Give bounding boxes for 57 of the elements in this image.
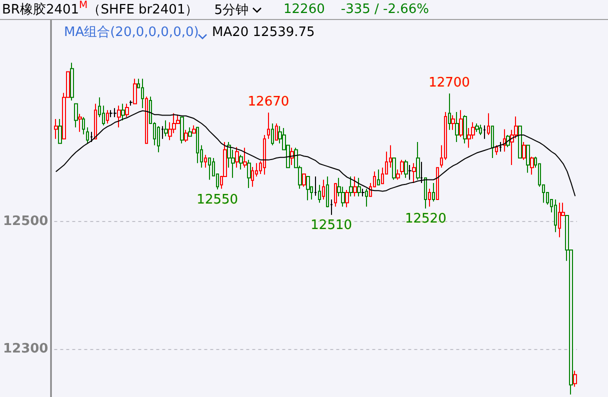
candlestick	[161, 126, 164, 140]
y-tick-label: 12500	[2, 214, 48, 229]
candlestick	[70, 62, 74, 102]
candlestick	[125, 103, 129, 118]
candlestick	[106, 110, 109, 124]
candlestick	[90, 131, 93, 143]
candlestick	[129, 100, 133, 106]
candlestick	[455, 112, 459, 143]
candlestick	[420, 161, 423, 184]
candlestick	[314, 176, 317, 196]
candlestick	[503, 128, 506, 152]
candlestick	[275, 123, 278, 141]
candlestick	[404, 159, 408, 178]
candlestick	[306, 176, 310, 201]
candlestick	[499, 142, 502, 152]
candlestick	[416, 142, 420, 180]
annotation: 12520	[404, 212, 446, 227]
candlestick	[330, 199, 333, 216]
annotation: 12550	[196, 192, 238, 208]
y-tick-label: 12300	[2, 342, 48, 357]
candlestick	[424, 177, 427, 209]
legend-title: MA组合(20,0,0,0,0,0)	[64, 25, 199, 40]
candlestick	[208, 158, 211, 180]
candlestick	[479, 124, 482, 136]
candlestick	[113, 108, 117, 118]
candlestick	[290, 147, 294, 166]
candlestick	[263, 134, 266, 176]
candlestick	[400, 159, 404, 176]
annotation: 12670	[248, 94, 290, 110]
candlestick	[86, 126, 89, 144]
candlestick	[526, 144, 530, 174]
candlestick	[361, 188, 365, 197]
candlestick	[74, 103, 78, 128]
text: -335 / -2.66%	[340, 2, 430, 17]
candlestick	[117, 105, 121, 128]
candlestick	[326, 176, 329, 208]
candlestick	[377, 169, 380, 186]
candlestick	[157, 126, 160, 153]
chart-subtitle: 5分钟	[214, 2, 249, 18]
candlestick	[436, 167, 439, 200]
candlestick	[357, 177, 361, 197]
candlestick	[334, 182, 337, 208]
candlestick	[353, 176, 357, 197]
text: MA20 12539.75	[212, 25, 315, 40]
candlestick	[164, 120, 168, 137]
candlestick	[82, 116, 85, 135]
candlestick	[483, 124, 486, 140]
candlestick	[133, 78, 137, 104]
candlestick	[180, 116, 184, 144]
annotation: 12510	[310, 218, 352, 233]
candlestick	[196, 126, 199, 164]
candlestick	[109, 110, 113, 118]
annotation: 12700	[428, 75, 470, 90]
candlestick	[408, 164, 412, 180]
text: 12260	[284, 2, 325, 17]
candlestick	[558, 202, 561, 238]
chart-title: BR橡胶2401$^{M}$（SHFE br2401）	[2, 0, 198, 19]
